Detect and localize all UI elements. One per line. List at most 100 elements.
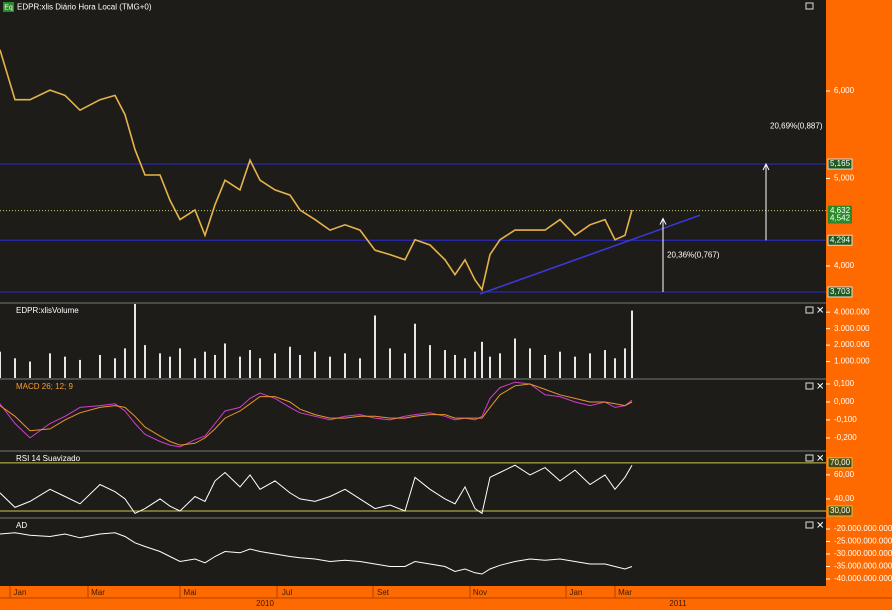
series-line [0, 464, 633, 515]
level-label-box [827, 286, 853, 298]
panel-close[interactable]: ✕ [816, 306, 824, 317]
series-line [0, 381, 633, 448]
arrow-head [659, 217, 667, 225]
volume-bar [159, 353, 161, 378]
y-tick-label: 40,00 [834, 494, 855, 503]
annotation-text: 20,69%(0,887) [770, 121, 823, 130]
panel-button[interactable] [805, 306, 814, 314]
volume-bar [194, 358, 196, 378]
y-tick-label: 4,000 [834, 261, 855, 270]
x-tick-label: Mar [91, 588, 105, 597]
main-title: EDPR:xlis Diário Hora Local (TMG+0) [17, 3, 152, 12]
volume-bar [99, 354, 101, 378]
annotation-text: 20,36%(0,767) [667, 250, 720, 259]
volume-bar [544, 354, 546, 378]
panel-title: MACD 26; 12; 9 [16, 382, 73, 391]
panel-close[interactable]: ✕ [816, 454, 824, 465]
y-tick-label: -35.000.000.000 [834, 562, 892, 571]
volume-bar [489, 356, 491, 378]
volume-bar [64, 356, 66, 378]
volume-bar [79, 359, 81, 378]
volume-bar [144, 345, 146, 378]
volume-bar [299, 354, 301, 378]
y-tick-label: 0,000 [834, 397, 855, 406]
y-tick-label: 60,00 [834, 470, 855, 479]
volume-bar [614, 358, 616, 378]
volume-bar [344, 353, 346, 378]
volume-bar [481, 341, 483, 378]
volume-bar [454, 354, 456, 378]
reference-label-box [827, 505, 853, 517]
panel-button[interactable] [805, 2, 814, 10]
panel-title: RSI 14 Suavizado [16, 454, 81, 463]
volume-bar [314, 351, 316, 378]
panel-close[interactable]: ✕ [816, 382, 824, 393]
y-tick-label: 1.000.000 [834, 357, 870, 366]
panel-button[interactable] [805, 454, 814, 462]
x-tick-label: Jan [570, 588, 583, 597]
volume-bar [444, 350, 446, 378]
volume-bar [29, 361, 31, 378]
price-label-box [828, 213, 852, 224]
volume-bar [224, 343, 226, 378]
x-tick-label: Set [377, 588, 390, 597]
volume-bar [169, 356, 171, 378]
volume-bar [559, 351, 561, 378]
panel-title: EDPR:xlisVolume [16, 306, 79, 315]
volume-bar [49, 353, 51, 378]
volume-bar [124, 348, 126, 378]
x-tick-label: Mar [618, 588, 632, 597]
volume-bar [631, 310, 633, 378]
level-label: 5,165 [830, 159, 851, 168]
year-label: 2011 [669, 599, 687, 608]
reference-label-box [827, 457, 853, 469]
volume-bar [259, 358, 261, 378]
level-label-box [827, 234, 853, 246]
volume-bar [604, 350, 606, 378]
y-tick-label: -25.000.000.000 [834, 537, 892, 546]
volume-bar [499, 353, 501, 378]
x-tick-label: Jan [14, 588, 27, 597]
panel-button[interactable] [805, 382, 814, 390]
y-tick-label: -0,100 [834, 415, 857, 424]
y-tick-label: 5,000 [834, 174, 855, 183]
level-label: 4,294 [830, 235, 851, 244]
y-tick-label: 0,100 [834, 379, 855, 388]
arrow-head [762, 162, 770, 171]
volume-bar [514, 338, 516, 378]
panel-button[interactable] [805, 521, 814, 529]
panel-title: AD [16, 521, 27, 530]
y-tick-label: 2.000.000 [834, 340, 870, 349]
reference-label: 70,00 [830, 458, 851, 467]
level-label: 3,703 [830, 287, 851, 296]
volume-bar [589, 353, 591, 378]
volume-bar [329, 356, 331, 378]
y-tick-label: 3.000.000 [834, 324, 870, 333]
volume-bar [464, 358, 466, 378]
year-label: 2010 [256, 599, 274, 608]
volume-bar [359, 358, 361, 378]
y-tick-label: 4.000.000 [834, 307, 870, 316]
volume-bar [474, 351, 476, 378]
price-label: 4,632 [830, 206, 851, 215]
y-tick-label: -30.000.000.000 [834, 549, 892, 558]
panel-close[interactable]: ✕ [816, 521, 824, 532]
volume-bar [134, 304, 136, 378]
volume-bar [214, 354, 216, 378]
volume-bar [204, 351, 206, 378]
volume-bar [179, 348, 181, 378]
x-tick-label: Mai [184, 588, 197, 597]
volume-bar [114, 358, 116, 378]
volume-bar [389, 348, 391, 378]
volume-bar [624, 348, 626, 378]
volume-bar [374, 315, 376, 378]
price-label: 4,542 [830, 214, 851, 223]
volume-bar [414, 323, 416, 378]
icon-text: Eq [4, 4, 13, 11]
y-tick-label: 6,000 [834, 86, 855, 95]
y-tick-label: -0,200 [834, 433, 857, 442]
